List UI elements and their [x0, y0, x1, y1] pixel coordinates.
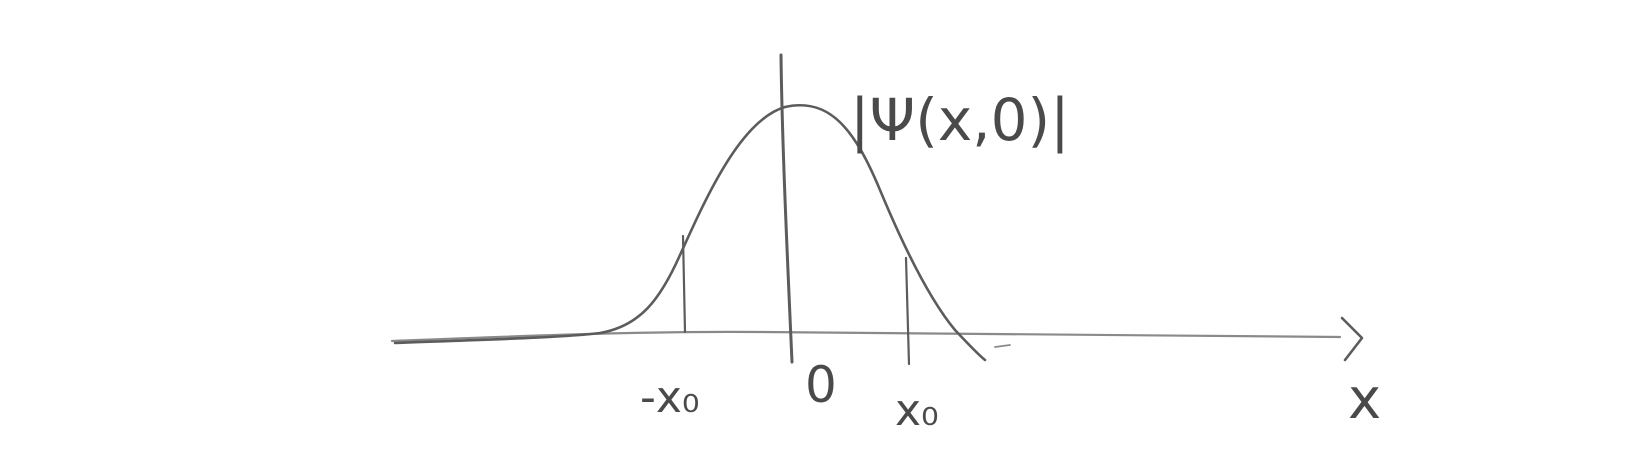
gaussian-curve — [393, 104, 987, 362]
left-marker-line — [681, 234, 687, 334]
right-marker-line — [904, 256, 911, 366]
y-axis-line — [779, 53, 794, 364]
tick-label-neg-x0: -x₀ — [640, 372, 700, 423]
curve-tail-stroke — [994, 344, 1011, 348]
x-axis-line — [390, 330, 1342, 343]
tick-label-x0: x₀ — [895, 385, 939, 436]
function-label: |Ψ(x,0)| — [850, 86, 1070, 154]
x-axis-arrowhead — [1340, 316, 1364, 362]
tick-label-origin: 0 — [805, 356, 837, 414]
axis-label-x: x — [1348, 367, 1381, 432]
